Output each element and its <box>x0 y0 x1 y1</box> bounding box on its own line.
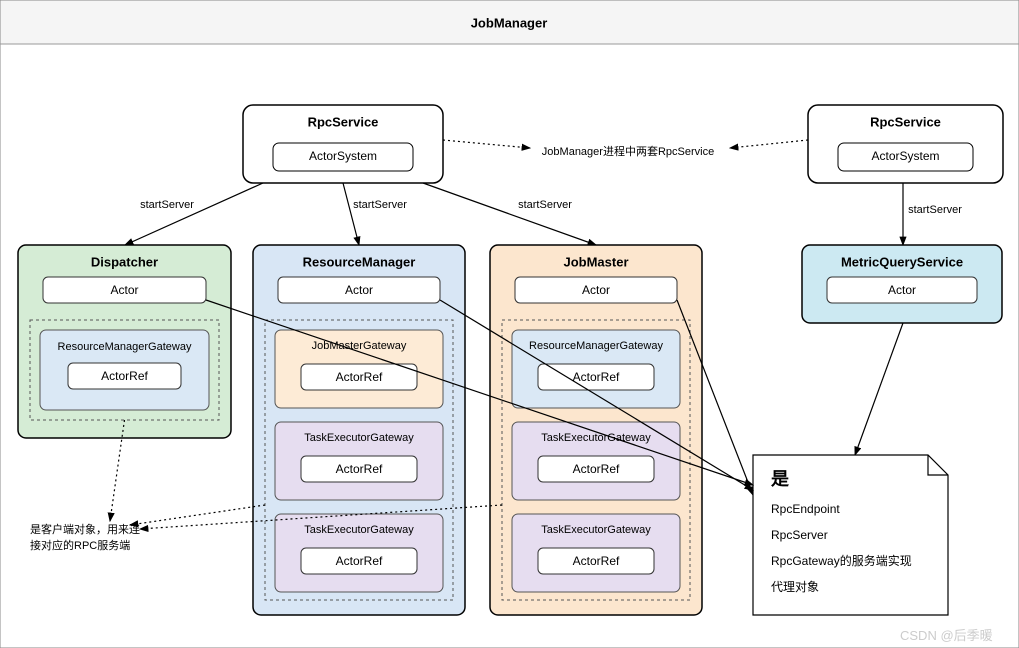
start-server-jobmaster <box>423 183 596 245</box>
start-server-resourcemgr-label: startServer <box>353 199 407 211</box>
rpc2-to-label-arrow <box>730 140 808 148</box>
start-server-jobmaster-label: startServer <box>518 199 572 211</box>
job-master-gateway-1-title: TaskExecutorGateway <box>541 432 651 444</box>
job-master-title: JobMaster <box>563 254 628 269</box>
rpc-service-1-title: RpcService <box>308 114 379 129</box>
start-server-dispatcher-label: startServer <box>140 199 194 211</box>
job-master-gateway-2-actorref-label: ActorRef <box>573 554 620 568</box>
rpc-service-2-title: RpcService <box>870 114 941 129</box>
left-note-line-1: 接对应的RPC服务端 <box>30 538 130 552</box>
resource-manager-gateway-2-title: TaskExecutorGateway <box>304 524 414 536</box>
dispatcher-title: Dispatcher <box>91 254 158 269</box>
left-note-ptr-2 <box>130 505 265 525</box>
metric-to-note-arrow <box>855 323 903 455</box>
job-master-gateway-1-actorref-label: ActorRef <box>573 462 620 476</box>
job-master-gateway-2-title: TaskExecutorGateway <box>541 524 651 536</box>
metric-query-service-actor-label: Actor <box>888 283 916 297</box>
dispatcher-gateway-title: ResourceManagerGateway <box>58 341 192 353</box>
note-line-2: RpcGateway的服务端实现 <box>771 553 912 568</box>
dispatcher-actorref-label: ActorRef <box>101 369 148 383</box>
page-title: JobManager <box>471 15 548 30</box>
resource-manager-title: ResourceManager <box>303 254 416 269</box>
resource-manager-gateway-0-actorref-label: ActorRef <box>336 370 383 384</box>
watermark: CSDN @后季暖 <box>900 628 993 643</box>
job-master-gateway-0-actorref-label: ActorRef <box>573 370 620 384</box>
note-title: 是 <box>770 469 789 489</box>
resource-manager-gateway-2-actorref-label: ActorRef <box>336 554 383 568</box>
start-server-metric-label: startServer <box>908 204 962 216</box>
dispatcher-actor-label: Actor <box>110 283 138 297</box>
job-master-actor-label: Actor <box>582 283 610 297</box>
metric-query-service-title: MetricQueryService <box>841 254 963 269</box>
resource-manager-gateway-1-actorref-label: ActorRef <box>336 462 383 476</box>
start-server-resourcemgr <box>343 183 359 245</box>
center-label: JobManager进程中两套RpcService <box>542 145 714 158</box>
resource-manager-gateway-1-title: TaskExecutorGateway <box>304 432 414 444</box>
resource-manager-gateway-0-title: JobMasterGateway <box>312 340 407 352</box>
note-line-0: RpcEndpoint <box>771 502 840 516</box>
job-master-gateway-0-title: ResourceManagerGateway <box>529 340 663 352</box>
rpc-service-1-inner-label: ActorSystem <box>309 149 377 163</box>
left-note-line-0: 是客户端对象，用来连 <box>30 522 140 536</box>
note-line-3: 代理对象 <box>771 580 819 594</box>
start-server-dispatcher <box>125 183 263 245</box>
rpc-service-2-inner-label: ActorSystem <box>871 149 939 163</box>
note-line-1: RpcServer <box>771 528 828 542</box>
resource-manager-actor-label: Actor <box>345 283 373 297</box>
rpc1-to-label-arrow <box>443 140 530 148</box>
